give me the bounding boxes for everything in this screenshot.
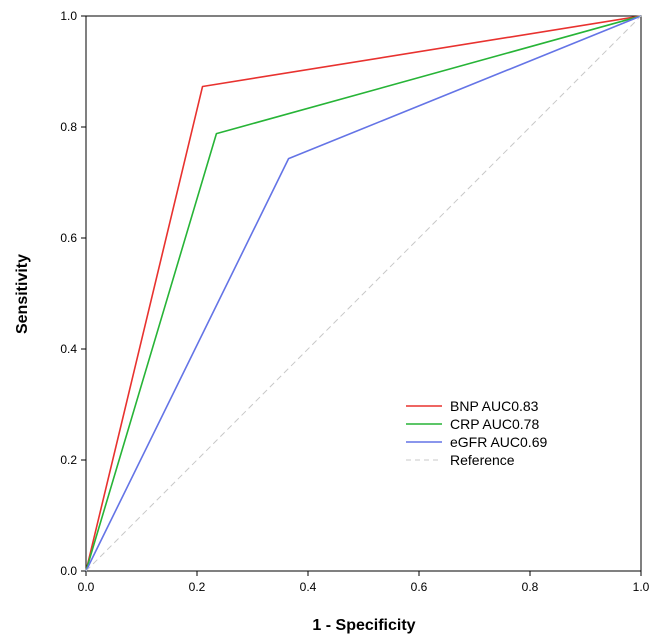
- y-tick-label: 0.6: [60, 231, 77, 245]
- plot-area: [85, 15, 642, 572]
- legend-label: Reference: [450, 452, 515, 468]
- x-axis-ticks: 0.0 0.2 0.4 0.6 0.8 1.0: [78, 571, 650, 594]
- series-layer: [85, 15, 642, 572]
- series-line-egfr: [85, 15, 642, 572]
- y-tick-label: 1.0: [60, 9, 77, 23]
- y-axis-ticks: 0.0 0.2 0.4 0.6 0.8 1.0: [60, 9, 86, 578]
- plot-frame: [85, 15, 642, 572]
- legend-label: CRP AUC0.78: [450, 416, 539, 432]
- x-tick-label: 0.6: [411, 580, 428, 594]
- y-tick-label: 0.8: [60, 120, 77, 134]
- legend: BNP AUC0.83 CRP AUC0.78 eGFR AUC0.69 Refere…: [406, 398, 547, 468]
- series-line-reference: [85, 15, 642, 572]
- x-tick-label: 0.0: [78, 580, 95, 594]
- x-tick-label: 0.8: [522, 580, 539, 594]
- x-tick-label: 0.4: [300, 580, 317, 594]
- y-tick-label: 0.2: [60, 453, 77, 467]
- legend-label: BNP AUC0.83: [450, 398, 539, 414]
- y-axis-title: Sensitivity: [14, 254, 31, 334]
- y-tick-label: 0.0: [60, 564, 77, 578]
- legend-label: eGFR AUC0.69: [450, 434, 547, 450]
- x-axis-title: 1 - Specificity: [312, 617, 415, 634]
- x-tick-label: 0.2: [189, 580, 206, 594]
- y-tick-label: 0.4: [60, 342, 77, 356]
- series-line-crp: [85, 15, 642, 572]
- series-line-bnp: [85, 15, 642, 572]
- x-tick-label: 1.0: [633, 580, 650, 594]
